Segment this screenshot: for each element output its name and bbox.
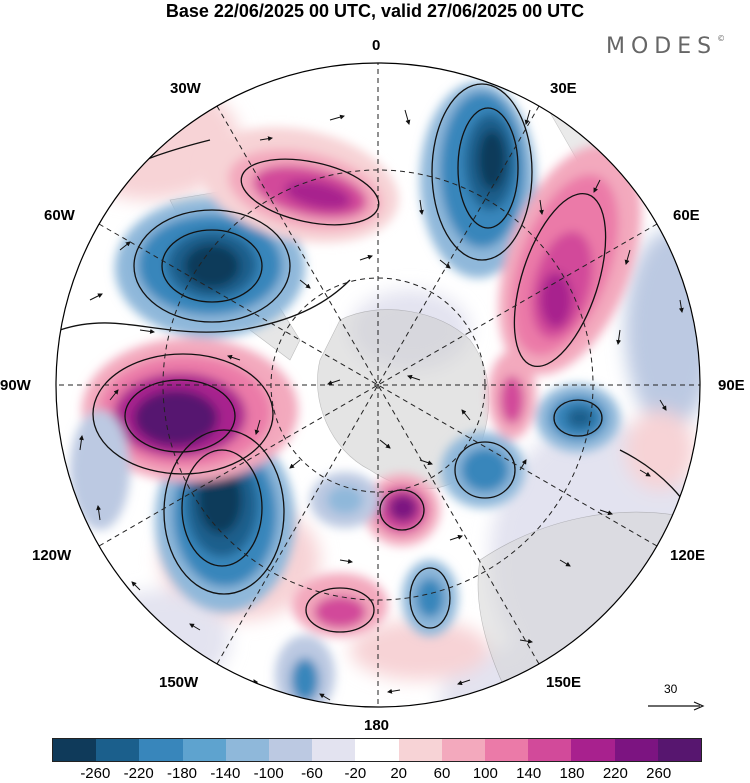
map-title: Base 22/06/2025 00 UTC, valid 27/06/2025… (165, 1, 585, 21)
lon-label-150e: 150E (546, 674, 582, 691)
colorbar-tick-label: -140 (210, 765, 241, 782)
lon-label-90e: 90E (718, 377, 745, 394)
lon-label-120e: 120E (670, 547, 706, 564)
map-disk (56, 63, 700, 707)
colorbar-swatch (225, 739, 270, 761)
colorbar-tick-label: -220 (123, 765, 154, 782)
colorbar-tick-label: -20 (344, 765, 367, 782)
colorbar-swatch (96, 739, 140, 761)
colorbar-swatch (269, 739, 313, 761)
reference-vector-arrow (648, 701, 705, 711)
streamlines (59, 83, 700, 661)
lon-label-120w: 120W (32, 547, 72, 564)
colorbar-tick-label: 100 (472, 765, 498, 782)
colorbar-tick-label: 220 (602, 765, 628, 782)
colorbar-tick-label: -180 (166, 765, 198, 782)
polar-map (55, 62, 701, 708)
colorbar-tick-label: -100 (253, 765, 284, 782)
wind-vectors (78, 109, 684, 701)
colorbar-tick-label: 260 (646, 765, 672, 782)
colorbar-swatch (528, 739, 572, 761)
brand-text: MODES (606, 34, 718, 59)
lon-label-60e: 60E (673, 207, 700, 224)
brand-mark: © (717, 34, 726, 43)
lon-label-180: 180 (364, 717, 390, 734)
lon-label-60w: 60W (44, 207, 75, 224)
colorbar-swatch (441, 739, 486, 761)
colorbar-tick-label: -260 (80, 765, 111, 782)
colorbar-swatch (312, 739, 356, 761)
colorbar-swatch (139, 739, 183, 761)
colorbar-swatch (355, 739, 399, 761)
colorbar-swatch (614, 739, 658, 761)
colorbar-swatch (485, 739, 529, 761)
map-border (55, 62, 701, 708)
lon-label-30e: 30E (550, 80, 577, 97)
lon-label-0: 0 (372, 37, 381, 54)
colorbar-swatch (571, 739, 615, 761)
reference-vector-label: 30 (664, 682, 678, 696)
colorbar-tick-label: 180 (559, 765, 585, 782)
graticule (56, 63, 700, 707)
colorbar-swatch (398, 739, 442, 761)
colorbar-swatch (53, 739, 97, 761)
colorbar-tick-label: 20 (390, 765, 407, 782)
colorbar-tick-label: 140 (516, 765, 542, 782)
colorbar-swatch (182, 739, 226, 761)
colorbar (52, 738, 702, 762)
colorbar-ticks: -260 -220 -180 -140 -100 -60 -20 20 60 100 140 180 2… (52, 765, 702, 783)
lon-label-90w: 90W (0, 377, 31, 394)
colorbar-tick-label: -60 (301, 765, 323, 782)
lon-label-30w: 30W (170, 80, 201, 97)
brand-logo: MODES© (606, 34, 725, 59)
colorbar-swatch (657, 739, 702, 761)
lon-label-150w: 150W (159, 674, 199, 691)
colorbar-tick-label: 60 (433, 765, 451, 782)
